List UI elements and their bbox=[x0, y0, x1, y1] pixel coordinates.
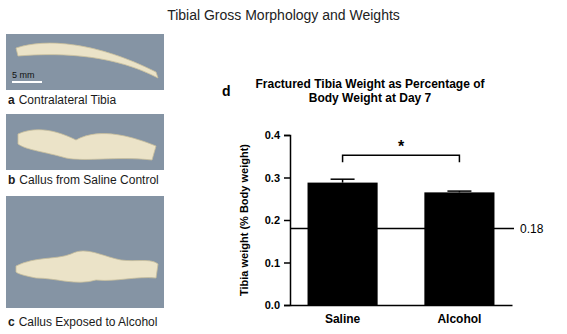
plot-area bbox=[308, 179, 495, 305]
panel-label: c Callus Exposed to Alcohol bbox=[8, 315, 157, 329]
bone-shape bbox=[18, 130, 156, 160]
panel-letter: c bbox=[8, 315, 15, 329]
y-tick: 0.1 bbox=[265, 257, 290, 269]
panel-caption: Contralateral Tibia bbox=[19, 93, 117, 107]
y-tick: 0.4 bbox=[265, 129, 290, 141]
y-tick-label: 0.0 bbox=[265, 299, 280, 311]
photo-panel bbox=[6, 34, 164, 90]
y-tick-label: 0.1 bbox=[265, 257, 280, 269]
y-tick: 0.0 bbox=[265, 299, 290, 311]
y-tick-mark bbox=[284, 135, 290, 137]
x-tick: Alcohol bbox=[437, 305, 481, 326]
panel-label: a Contralateral Tibia bbox=[8, 93, 116, 107]
photo-background bbox=[6, 196, 164, 308]
y-tick: 0.3 bbox=[265, 172, 290, 184]
photo-background bbox=[6, 114, 164, 170]
x-axis: Saline Alcohol bbox=[291, 305, 513, 326]
scale-bar bbox=[12, 81, 42, 83]
chart-title-line: Fractured Tibia Weight as Percentage of bbox=[256, 77, 486, 91]
error-bar-cap bbox=[331, 178, 355, 180]
y-tick-mark bbox=[284, 305, 290, 307]
x-axis-line bbox=[291, 305, 513, 307]
x-tick-label: Saline bbox=[325, 312, 361, 326]
panel-caption: Callus from Saline Control bbox=[19, 173, 158, 187]
photo-background bbox=[6, 34, 164, 90]
y-tick-mark bbox=[284, 220, 290, 222]
y-tick-mark bbox=[284, 177, 290, 179]
y-tick-label: 0.4 bbox=[265, 129, 281, 141]
reference-line bbox=[290, 228, 514, 230]
bar bbox=[308, 183, 378, 305]
error-bar bbox=[447, 191, 471, 192]
reference-line-label: 0.18 bbox=[520, 222, 544, 236]
figure-title: Tibial Gross Morphology and Weights bbox=[167, 7, 400, 23]
error-bar bbox=[331, 179, 355, 182]
significance-bracket bbox=[343, 155, 460, 162]
bar bbox=[424, 192, 494, 305]
panel-caption: Callus Exposed to Alcohol bbox=[19, 315, 158, 329]
x-tick: Saline bbox=[325, 305, 361, 326]
y-tick-label: 0.3 bbox=[265, 172, 280, 184]
bone-shape bbox=[16, 251, 158, 282]
y-axis: 0.0 0.1 0.2 0.3 0.4 bbox=[265, 129, 291, 311]
significance-marker: * bbox=[398, 138, 405, 155]
y-axis-line bbox=[284, 136, 291, 306]
chart-title-line: Body Weight at Day 7 bbox=[309, 91, 432, 105]
chart-title: Fractured Tibia Weight as Percentage ofB… bbox=[256, 77, 486, 105]
panel-label: b Callus from Saline Control bbox=[8, 173, 159, 187]
panel-letter: a bbox=[8, 93, 15, 107]
error-bar-cap bbox=[447, 190, 471, 192]
panel-letter: b bbox=[8, 173, 15, 187]
photo-panel bbox=[6, 196, 164, 308]
photo-panel bbox=[6, 114, 164, 170]
y-axis-title: Tibia weight (% Body weight) bbox=[238, 144, 250, 296]
x-tick-label: Alcohol bbox=[437, 312, 481, 326]
y-tick-label: 0.2 bbox=[265, 214, 280, 226]
y-tick-mark bbox=[284, 262, 290, 264]
scale-bar-label: 5 mm bbox=[12, 70, 35, 80]
y-tick: 0.2 bbox=[265, 214, 290, 226]
figure: Tibial Gross Morphology and Weights a Cont… bbox=[0, 0, 567, 334]
chart-panel-letter: d bbox=[222, 83, 231, 99]
bone-shape bbox=[16, 43, 158, 78]
